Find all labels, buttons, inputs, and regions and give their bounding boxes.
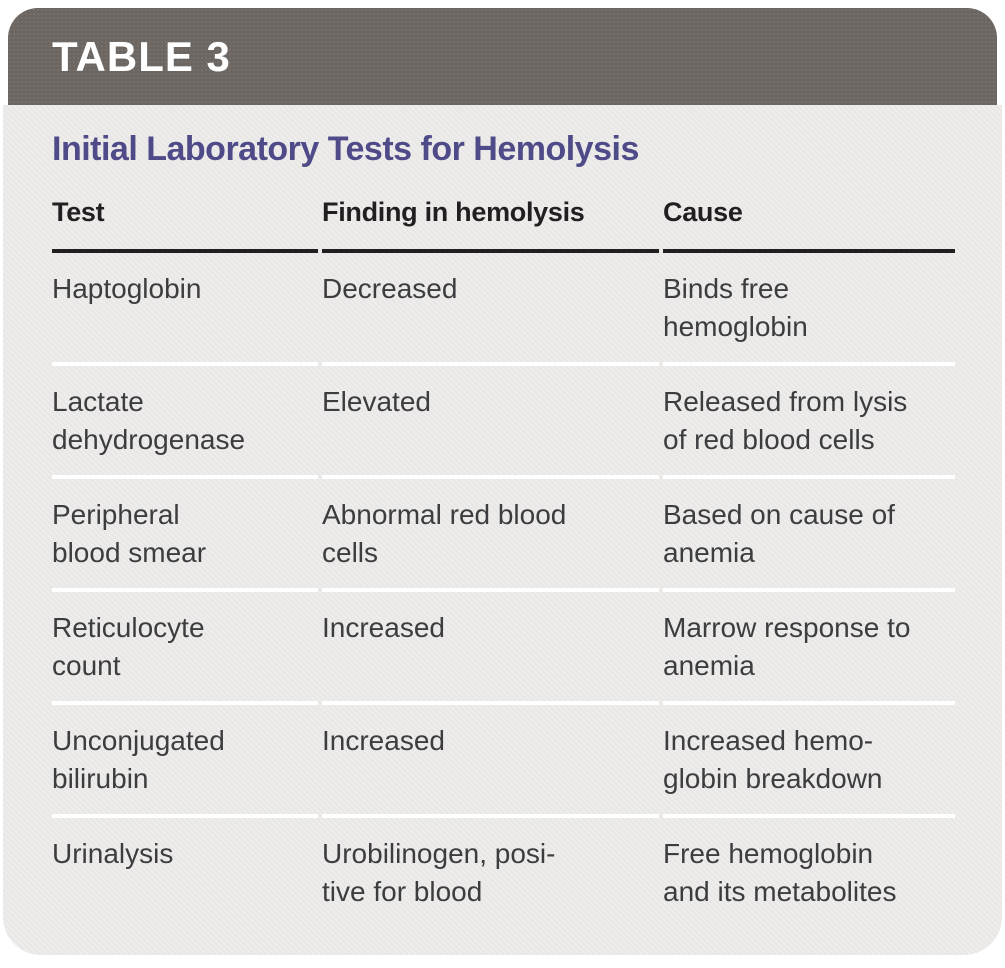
data-table: Test Finding in hemolysis Cause Haptoglo… (52, 171, 955, 927)
table-cell: Urobilinogen, posi- tive for blood (322, 838, 556, 907)
table-number-label: TABLE 3 (52, 32, 231, 80)
table-cell: Elevated (322, 366, 659, 479)
table-cell: Abnormal red blood cells (322, 479, 659, 592)
table-panel: Initial Laboratory Tests for Hemolysis T… (3, 105, 1002, 955)
table-cell: Increased (322, 705, 659, 818)
table-cell: Increased (322, 592, 659, 705)
column-header-test: Test (52, 171, 318, 253)
table-cell: Marrow response to anemia (663, 592, 955, 705)
table-cell: Binds free hemoglobin (663, 253, 955, 366)
table-cell: Based on cause of anemia (663, 479, 955, 592)
column-header-finding: Finding in hemolysis (322, 171, 659, 253)
table-cell: Haptoglobin (52, 253, 318, 366)
table-cell: Free hemoglobin and its metabolites (663, 838, 897, 907)
column-header-cause: Cause (663, 171, 955, 253)
table-cell: Decreased (322, 253, 659, 366)
table-number-bar: TABLE 3 (8, 8, 997, 105)
table-cell: Unconjugated bilirubin (52, 705, 318, 818)
table-title: Initial Laboratory Tests for Hemolysis (52, 130, 639, 168)
table-figure-card: TABLE 3 Initial Laboratory Tests for Hem… (0, 8, 1005, 968)
table-cell: Reticulocyte count (52, 592, 318, 705)
table-cell: Increased hemo- globin breakdown (663, 705, 955, 818)
table-cell: Released from lysis of red blood cells (663, 366, 955, 479)
table-cell: Urinalysis (52, 838, 174, 869)
table-cell: Peripheral blood smear (52, 479, 318, 592)
table-cell: Lactate dehydrogenase (52, 366, 318, 479)
